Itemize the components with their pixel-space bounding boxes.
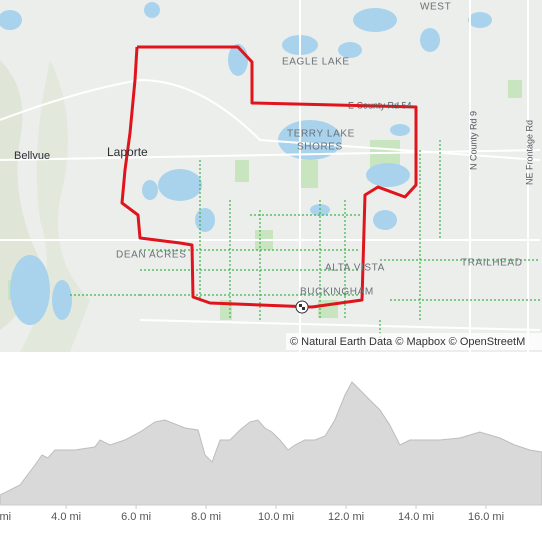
road-label: E County Rd 54 [348,100,412,110]
place-label: TRAILHEAD [461,258,523,269]
map[interactable]: WEST EAGLE LAKE E County Rd 54 TERRY LAK… [0,0,542,352]
trails [70,140,540,340]
x-tick-label: 4.0 mi [51,511,81,523]
start-marker [295,300,309,314]
route-line [120,45,418,309]
town-label: Laporte [107,145,148,159]
attribution: © Natural Earth Data © Mapbox © OpenStre… [290,336,525,348]
x-tick-label: 8.0 mi [191,511,221,523]
x-tick-label: 10.0 mi [258,511,294,523]
attribution-background [286,333,542,350]
place-label: ALTA VISTA [325,263,385,274]
lakes [0,2,492,325]
x-tick-label: 6.0 mi [121,511,151,523]
road-label: N County Rd 9 [468,111,478,170]
x-tick-label: 14.0 mi [398,511,434,523]
place-label: BUCKINGHAM [300,287,374,298]
elevation-chart: 2.0 mi 4.0 mi 6.0 mi 8.0 mi 10.0 mi 12.0 mi 14… [0,381,542,523]
road-label: NE Frontage Rd [524,120,534,185]
x-tick-label: 12.0 mi [328,511,364,523]
x-tick-label: 16.0 mi [468,511,504,523]
roads [0,0,541,352]
terrain [20,60,90,352]
place-label: TERRY LAKE [287,129,355,140]
x-tick-label: 2.0 mi [0,511,11,523]
place-label: SHORES [297,142,343,153]
town-label: Bellvue [14,150,50,162]
map-background [0,0,542,352]
place-label: DEAN ACRES [116,250,186,261]
elevation-area [0,381,542,506]
place-label: WEST [420,2,451,13]
place-label: EAGLE LAKE [282,57,350,68]
